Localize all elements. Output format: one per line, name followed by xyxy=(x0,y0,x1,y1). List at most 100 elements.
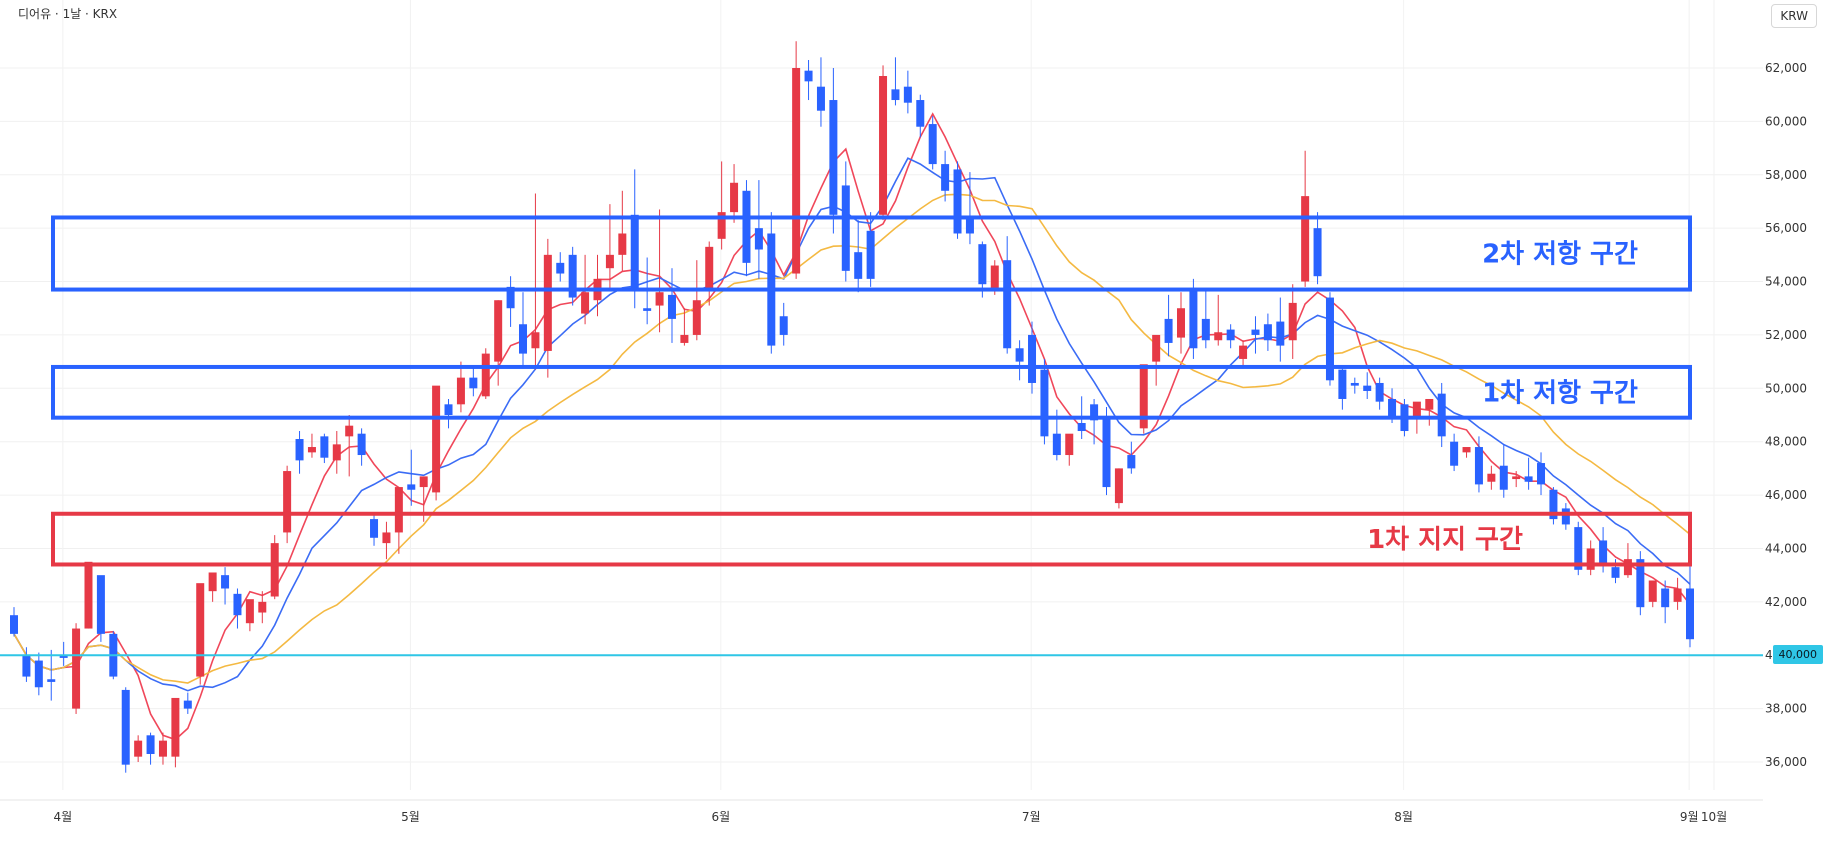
candle-body xyxy=(494,300,503,362)
candle xyxy=(1090,398,1099,445)
candle-body xyxy=(1251,329,1260,335)
candle-body xyxy=(469,377,478,389)
candle-body xyxy=(829,100,838,215)
candle-body xyxy=(1623,559,1632,576)
candle xyxy=(854,220,863,293)
candle xyxy=(1065,433,1074,466)
candle-body xyxy=(1226,329,1235,341)
candle xyxy=(1189,278,1198,359)
candle-body xyxy=(1363,385,1372,391)
candle xyxy=(72,623,81,714)
candle-body xyxy=(1574,527,1583,570)
candle-body xyxy=(245,599,254,624)
candle xyxy=(928,116,937,170)
candle xyxy=(1114,468,1123,509)
y-tick-label: 46,000 xyxy=(1765,488,1807,502)
candle-body xyxy=(1412,401,1421,418)
ma-line-20 xyxy=(13,193,1691,684)
candle xyxy=(680,308,689,346)
candle xyxy=(556,252,565,282)
candle-body xyxy=(903,86,912,103)
candle xyxy=(804,59,813,101)
candle-body xyxy=(295,439,304,461)
candle xyxy=(779,302,788,346)
candle xyxy=(183,692,192,714)
candle-body xyxy=(978,244,987,285)
candle xyxy=(1251,316,1260,354)
candle-body xyxy=(1325,297,1334,381)
candle xyxy=(407,449,416,506)
candle-body xyxy=(134,740,143,757)
candle xyxy=(543,238,552,378)
candle-body xyxy=(1586,548,1595,570)
candle-body xyxy=(1437,393,1446,437)
candle xyxy=(146,732,155,765)
candle-body xyxy=(1313,228,1322,277)
candle-body xyxy=(1040,369,1049,437)
candle xyxy=(742,180,751,277)
candle xyxy=(134,735,143,762)
candle-body xyxy=(382,532,391,544)
candle-body xyxy=(307,447,316,453)
candle-body xyxy=(1450,441,1459,466)
candle-body xyxy=(680,334,689,343)
x-tick-label: 10월 xyxy=(1701,810,1727,824)
candle-body xyxy=(568,254,577,298)
y-axis: 36,00038,00040,00042,00044,00046,00048,0… xyxy=(1765,61,1807,769)
candle-body xyxy=(146,735,155,754)
candle-body xyxy=(1065,433,1074,456)
candle-body xyxy=(196,583,205,677)
candle xyxy=(1164,294,1173,357)
candle-body xyxy=(183,700,192,709)
candle-body xyxy=(171,697,180,757)
candle xyxy=(494,300,503,386)
candle-body xyxy=(1288,302,1297,341)
candle xyxy=(1437,382,1446,448)
candle-body xyxy=(59,655,68,658)
candle-body xyxy=(519,324,528,354)
candle xyxy=(1214,294,1223,346)
candle xyxy=(1425,398,1434,426)
candle xyxy=(121,687,130,773)
candle xyxy=(1686,564,1694,648)
candle-body xyxy=(1388,398,1397,418)
candle-body xyxy=(158,740,167,757)
candle xyxy=(519,292,528,367)
candle xyxy=(370,513,379,546)
candle-body xyxy=(96,575,105,634)
candle-body xyxy=(332,444,341,461)
candle-body xyxy=(1673,588,1682,602)
x-axis: 4월 5월 6월 7월 8월 9월 10월 xyxy=(53,810,1727,824)
candle xyxy=(1226,324,1235,349)
candle-body xyxy=(543,254,552,351)
currency-button[interactable]: KRW xyxy=(1771,4,1817,28)
candle-body xyxy=(34,660,43,688)
candle xyxy=(1412,401,1421,434)
candle-body xyxy=(1301,196,1310,282)
candle-body xyxy=(221,575,230,589)
candle-body xyxy=(1102,417,1111,488)
candle-body xyxy=(866,230,875,279)
candle xyxy=(481,348,490,399)
candle-body xyxy=(1015,348,1024,362)
candle-body xyxy=(531,332,540,349)
candle xyxy=(1139,364,1148,434)
candle xyxy=(1338,366,1347,410)
candle-body xyxy=(1276,321,1285,346)
candle-body xyxy=(345,425,354,437)
candle-body xyxy=(456,377,465,405)
candle-body xyxy=(705,246,714,290)
candle-body xyxy=(1114,468,1123,504)
y-tick-label: 58,000 xyxy=(1765,168,1807,182)
y-tick-label: 36,000 xyxy=(1765,755,1807,769)
current-price-tag: 40,000 xyxy=(1772,645,1823,665)
y-tick-label: 56,000 xyxy=(1765,221,1807,235)
candle xyxy=(1537,452,1546,496)
x-tick-label: 8월 xyxy=(1394,810,1413,824)
candle xyxy=(816,57,825,127)
candle-body xyxy=(1350,382,1359,386)
candle xyxy=(1450,433,1459,472)
y-tick-label: 42,000 xyxy=(1765,595,1807,609)
candle-body xyxy=(581,292,590,314)
candle-body xyxy=(941,164,950,191)
